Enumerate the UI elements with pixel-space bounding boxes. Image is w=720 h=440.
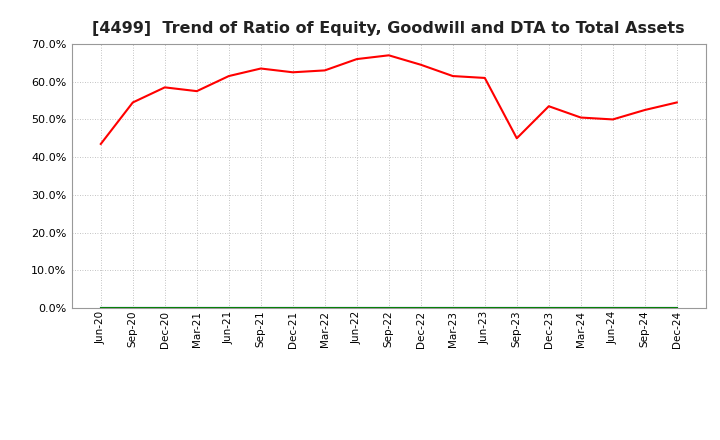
- Title: [4499]  Trend of Ratio of Equity, Goodwill and DTA to Total Assets: [4499] Trend of Ratio of Equity, Goodwil…: [92, 21, 685, 36]
- Deferred Tax Assets: [96, 305, 105, 311]
- Goodwill: [577, 305, 585, 311]
- Equity: [513, 136, 521, 141]
- Goodwill: [641, 305, 649, 311]
- Deferred Tax Assets: [449, 305, 457, 311]
- Equity: [161, 85, 169, 90]
- Goodwill: [225, 305, 233, 311]
- Deferred Tax Assets: [128, 305, 137, 311]
- Deferred Tax Assets: [480, 305, 489, 311]
- Equity: [544, 103, 553, 109]
- Equity: [192, 88, 201, 94]
- Deferred Tax Assets: [320, 305, 329, 311]
- Deferred Tax Assets: [416, 305, 425, 311]
- Equity: [353, 56, 361, 62]
- Deferred Tax Assets: [161, 305, 169, 311]
- Equity: [289, 70, 297, 75]
- Equity: [449, 73, 457, 79]
- Deferred Tax Assets: [577, 305, 585, 311]
- Goodwill: [161, 305, 169, 311]
- Goodwill: [672, 305, 681, 311]
- Deferred Tax Assets: [513, 305, 521, 311]
- Equity: [320, 68, 329, 73]
- Equity: [641, 107, 649, 113]
- Equity: [608, 117, 617, 122]
- Goodwill: [480, 305, 489, 311]
- Goodwill: [416, 305, 425, 311]
- Deferred Tax Assets: [192, 305, 201, 311]
- Deferred Tax Assets: [641, 305, 649, 311]
- Deferred Tax Assets: [384, 305, 393, 311]
- Deferred Tax Assets: [608, 305, 617, 311]
- Goodwill: [96, 305, 105, 311]
- Goodwill: [192, 305, 201, 311]
- Goodwill: [544, 305, 553, 311]
- Equity: [225, 73, 233, 79]
- Deferred Tax Assets: [353, 305, 361, 311]
- Equity: [480, 75, 489, 81]
- Goodwill: [449, 305, 457, 311]
- Deferred Tax Assets: [672, 305, 681, 311]
- Equity: [256, 66, 265, 71]
- Deferred Tax Assets: [256, 305, 265, 311]
- Equity: [577, 115, 585, 120]
- Equity: [96, 141, 105, 147]
- Goodwill: [384, 305, 393, 311]
- Deferred Tax Assets: [544, 305, 553, 311]
- Goodwill: [353, 305, 361, 311]
- Deferred Tax Assets: [225, 305, 233, 311]
- Goodwill: [320, 305, 329, 311]
- Goodwill: [128, 305, 137, 311]
- Line: Equity: Equity: [101, 55, 677, 144]
- Equity: [128, 100, 137, 105]
- Goodwill: [289, 305, 297, 311]
- Goodwill: [256, 305, 265, 311]
- Equity: [672, 100, 681, 105]
- Goodwill: [608, 305, 617, 311]
- Equity: [416, 62, 425, 67]
- Goodwill: [513, 305, 521, 311]
- Deferred Tax Assets: [289, 305, 297, 311]
- Equity: [384, 53, 393, 58]
